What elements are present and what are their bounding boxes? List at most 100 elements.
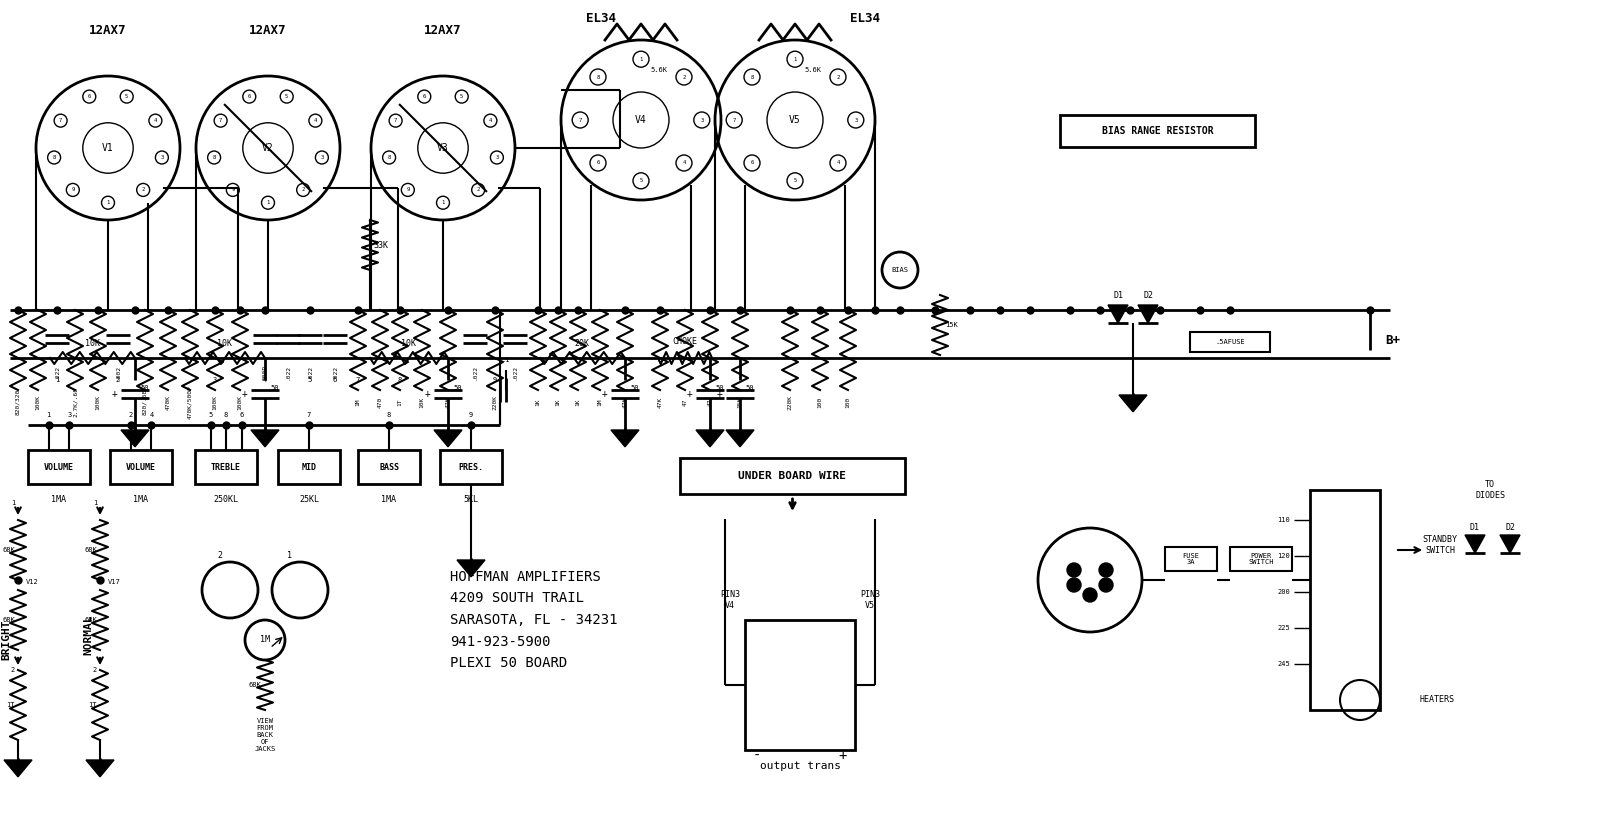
Text: 3: 3: [700, 118, 703, 123]
Text: 200: 200: [1278, 589, 1290, 595]
Text: HEATERS: HEATERS: [1420, 695, 1455, 704]
Text: 250KL: 250KL: [213, 496, 239, 505]
Text: 220K: 220K: [788, 394, 792, 410]
Text: +: +: [687, 389, 692, 399]
Text: 1T: 1T: [397, 398, 402, 406]
Text: 225: 225: [1278, 625, 1290, 631]
Text: 6: 6: [423, 94, 426, 99]
Text: 100: 100: [818, 397, 823, 407]
Text: +: +: [600, 389, 607, 399]
Text: 5: 5: [307, 377, 312, 383]
Text: 50: 50: [744, 385, 754, 391]
Text: V5: V5: [789, 115, 800, 125]
Text: 2: 2: [93, 667, 98, 673]
Text: .1: .1: [501, 357, 511, 363]
Text: 7: 7: [59, 118, 62, 124]
Text: 7: 7: [219, 118, 223, 124]
Text: -: -: [752, 749, 762, 763]
Text: 5: 5: [208, 412, 213, 418]
Text: VOLUME: VOLUME: [126, 462, 155, 471]
Text: 8: 8: [597, 74, 600, 79]
Text: 68K: 68K: [248, 682, 261, 688]
Bar: [110, 450, 171, 484]
Text: B+: B+: [1385, 334, 1399, 347]
Text: V1: V1: [102, 143, 114, 153]
Text: 1: 1: [11, 500, 14, 506]
Text: NORMAL: NORMAL: [83, 615, 93, 655]
Text: 50: 50: [271, 385, 279, 391]
Text: 1: 1: [106, 200, 109, 205]
Text: .022: .022: [307, 365, 312, 380]
Text: 2: 2: [115, 377, 120, 383]
Text: .022: .022: [472, 365, 477, 380]
Text: TREBLE: TREBLE: [211, 462, 242, 471]
Text: 50: 50: [453, 385, 461, 391]
Text: +: +: [424, 389, 431, 399]
Text: 1: 1: [46, 412, 51, 418]
Text: 1K: 1K: [535, 398, 541, 406]
Text: 4: 4: [682, 160, 685, 165]
Polygon shape: [1500, 535, 1519, 553]
Bar: [27, 450, 90, 484]
Text: 9: 9: [231, 187, 234, 192]
Bar: [440, 450, 503, 484]
Text: 8: 8: [751, 74, 754, 79]
Text: 4: 4: [149, 412, 154, 418]
Text: 1MA: 1MA: [381, 496, 397, 505]
Text: 5.6K: 5.6K: [650, 67, 668, 73]
Text: 820/320: 820/320: [16, 389, 21, 415]
Text: POWER
SWITCH: POWER SWITCH: [1249, 552, 1274, 565]
Bar: [279, 450, 339, 484]
Polygon shape: [251, 430, 279, 447]
Text: TO
DIODES: TO DIODES: [1475, 480, 1505, 500]
Text: PIN3
V5: PIN3 V5: [860, 591, 881, 609]
Text: 47: 47: [682, 398, 687, 406]
Circle shape: [1098, 563, 1113, 577]
Text: 10K: 10K: [218, 339, 232, 348]
Text: 2: 2: [477, 187, 480, 192]
Polygon shape: [612, 430, 639, 447]
Text: 4: 4: [263, 377, 267, 383]
Text: .022: .022: [333, 365, 338, 380]
Text: 6: 6: [248, 94, 251, 99]
Text: 245: 245: [1278, 661, 1290, 667]
Text: 1MA: 1MA: [133, 496, 149, 505]
Text: 1: 1: [288, 551, 293, 560]
Text: .002: .002: [115, 365, 120, 380]
Text: 470K/500P: 470K/500P: [187, 385, 192, 419]
Bar: [1230, 547, 1292, 571]
Text: 470: 470: [378, 397, 383, 407]
Text: 4: 4: [314, 118, 317, 124]
Text: .5AFUSE: .5AFUSE: [1215, 339, 1246, 345]
Text: 3: 3: [495, 155, 498, 160]
Text: 5: 5: [794, 178, 797, 183]
Text: 7: 7: [733, 118, 736, 123]
Text: 5: 5: [285, 94, 288, 99]
Text: 12AX7: 12AX7: [250, 24, 287, 37]
Text: CHOKE: CHOKE: [672, 338, 698, 347]
Text: 110: 110: [1278, 517, 1290, 523]
Text: 4: 4: [154, 118, 157, 124]
Text: 5.6K: 5.6K: [804, 67, 821, 73]
Text: V3: V3: [437, 143, 448, 153]
Bar: [195, 450, 258, 484]
Text: 3: 3: [213, 377, 218, 383]
Text: D1: D1: [1113, 290, 1122, 299]
Text: 6: 6: [751, 160, 754, 165]
Text: BIAS RANGE RESISTOR: BIAS RANGE RESISTOR: [1101, 126, 1214, 136]
Text: 2: 2: [141, 187, 144, 192]
Bar: [1166, 547, 1217, 571]
Text: 15K: 15K: [946, 322, 959, 328]
Text: FUSE
3A: FUSE 3A: [1183, 552, 1199, 565]
Circle shape: [1098, 578, 1113, 592]
Bar: [1310, 490, 1380, 710]
Text: 3: 3: [320, 155, 323, 160]
Text: +: +: [242, 389, 247, 399]
Bar: [359, 450, 419, 484]
Text: output trans: output trans: [759, 761, 841, 771]
Text: +: +: [716, 389, 722, 399]
Text: 3: 3: [855, 118, 858, 123]
Polygon shape: [456, 560, 485, 577]
Text: VIEW
FROM
BACK
OF
JACKS: VIEW FROM BACK OF JACKS: [255, 718, 275, 752]
Text: 10K: 10K: [85, 339, 99, 348]
